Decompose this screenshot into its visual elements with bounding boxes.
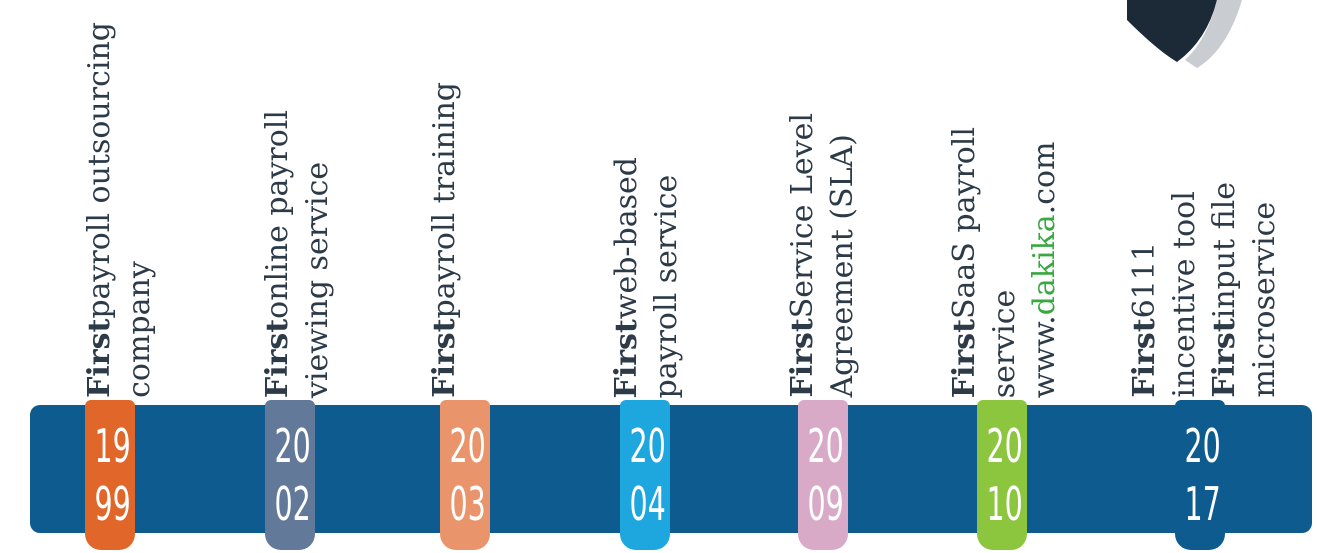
text-segment: First (427, 319, 462, 398)
text-line: Firstonline payroll (258, 110, 298, 398)
year-digits: 02 (275, 476, 306, 532)
text-segment: company (122, 261, 157, 398)
text-line: Firstweb-based (607, 157, 647, 398)
text-segment: First (260, 319, 295, 398)
text-segment: Agreement (SLA) (825, 135, 860, 398)
text-segment: First (82, 319, 117, 398)
text-line: FirstService Level (783, 113, 823, 398)
timeline-band (30, 405, 1312, 533)
text-line: Firstpayroll training (425, 82, 465, 398)
text-segment: input file (1207, 182, 1242, 318)
text-segment: www. (1027, 315, 1062, 398)
text-segment: First (947, 319, 982, 398)
text-segment: payroll service (649, 174, 684, 398)
text-segment: online payroll (260, 110, 295, 319)
year-digits: 20 (1185, 418, 1216, 474)
text-segment: Service Level (785, 113, 820, 318)
page: (() => { const data = JSON.parse(documen… (0, 0, 1317, 553)
text-line: viewing service (298, 110, 338, 398)
year-digits: 19 (95, 418, 126, 474)
text-segment: payroll outsourcing (82, 22, 117, 319)
year-digits: 20 (450, 418, 481, 474)
shoe-image (1067, 0, 1317, 70)
year-digits: 17 (1185, 476, 1216, 532)
text-line: Agreement (SLA) (823, 113, 863, 398)
text-segment: service (987, 289, 1022, 398)
year-digits: 20 (275, 418, 306, 474)
year-digits: 20 (987, 418, 1018, 474)
year-digits: 03 (450, 476, 481, 532)
year-digits: 20 (630, 418, 661, 474)
text-segment: First (1207, 319, 1242, 398)
text-segment: microservice (1247, 202, 1282, 398)
text-segment: viewing service (300, 162, 335, 398)
year-digits: 04 (630, 476, 661, 532)
text-segment: First (1127, 319, 1162, 398)
text-segment: 6111 (1127, 242, 1162, 318)
text-segment: SaaS payroll (947, 127, 982, 319)
year-digits: 20 (808, 418, 839, 474)
year-digits: 99 (95, 476, 126, 532)
text-line: microservice (1245, 182, 1285, 398)
text-line: incentive tool (1165, 182, 1205, 398)
text-segment: .com (1027, 141, 1062, 214)
text-line: Firstpayroll outsourcing (80, 22, 120, 398)
text-line: payroll service (647, 157, 687, 398)
text-segment: incentive tool (1167, 192, 1202, 398)
text-line: FirstSaaS payroll (945, 127, 985, 398)
year-digits: 10 (987, 476, 1018, 532)
text-line: service (985, 127, 1025, 398)
text-line: First6111 (1125, 182, 1165, 398)
milestone-text: Firstpayroll training (425, 82, 465, 398)
text-segment: web-based (609, 157, 644, 319)
text-line: Firstinput file (1205, 182, 1245, 398)
text-line: www.dakika.com (1025, 127, 1065, 398)
year-digits: 09 (808, 476, 839, 532)
text-line: company (120, 22, 160, 398)
text-segment: First (609, 319, 644, 398)
text-segment: First (785, 319, 820, 398)
text-segment: payroll training (427, 82, 462, 318)
text-segment: dakika (1027, 214, 1062, 315)
